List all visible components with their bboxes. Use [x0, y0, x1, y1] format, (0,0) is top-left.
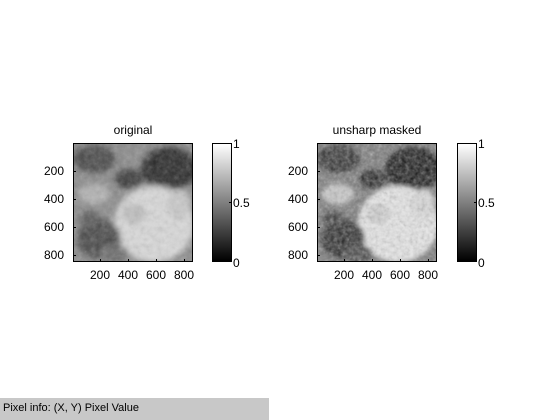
- left-y-tick-label: 400: [44, 192, 65, 206]
- left-x-tick: [128, 259, 129, 262]
- right-x-tick-label: 800: [418, 268, 439, 282]
- left-x-tick: [100, 259, 101, 262]
- left-y-tick: [73, 171, 76, 172]
- right-x-tick-label: 600: [390, 268, 411, 282]
- pixel-info-text: Pixel info: (X, Y) Pixel Value: [3, 402, 139, 414]
- right-x-tick: [372, 259, 373, 262]
- right-x-tick-label: 400: [362, 268, 383, 282]
- left-x-tick: [156, 259, 157, 262]
- left-x-tick-label: 800: [174, 268, 195, 282]
- right-y-tick: [317, 255, 320, 256]
- right-colorbar-tick-label: 0.5: [478, 196, 495, 210]
- left-colorbar-tick-label: 1: [233, 137, 240, 151]
- right-y-tick: [317, 199, 320, 200]
- original-moon-image: [74, 144, 192, 261]
- left-y-tick: [73, 199, 76, 200]
- left-colorbar-tick: [229, 202, 232, 203]
- right-colorbar-tick-label: 1: [478, 137, 485, 151]
- right-y-tick-label: 200: [288, 164, 309, 178]
- right-y-tick: [317, 227, 320, 228]
- right-y-tick-label: 800: [288, 248, 309, 262]
- right-x-tick: [428, 259, 429, 262]
- left-x-tick-label: 200: [90, 268, 111, 282]
- left-y-tick-label: 800: [44, 248, 65, 262]
- original-image[interactable]: [73, 143, 193, 262]
- left-y-tick: [73, 255, 76, 256]
- right-colorbar-tick: [474, 202, 477, 203]
- left-x-tick-label: 600: [146, 268, 167, 282]
- right-panel-title: unsharp masked: [332, 123, 422, 137]
- left-panel-title: original: [113, 123, 153, 137]
- left-x-tick: [184, 259, 185, 262]
- left-y-tick-label: 600: [44, 220, 65, 234]
- pixel-info-status-bar: Pixel info: (X, Y) Pixel Value: [0, 398, 269, 420]
- right-x-tick: [400, 259, 401, 262]
- right-x-tick: [344, 259, 345, 262]
- right-colorbar-tick-label: 0: [478, 256, 485, 270]
- left-colorbar-tick-label: 0: [233, 256, 240, 270]
- left-y-tick-label: 200: [44, 164, 65, 178]
- unsharp-masked-moon-image: [318, 144, 436, 261]
- right-y-tick: [317, 171, 320, 172]
- right-y-tick-label: 600: [288, 220, 309, 234]
- left-colorbar-tick-label: 0.5: [233, 196, 250, 210]
- left-x-tick-label: 400: [118, 268, 139, 282]
- right-x-tick-label: 200: [334, 268, 355, 282]
- unsharp-masked-image[interactable]: [317, 143, 437, 262]
- left-y-tick: [73, 227, 76, 228]
- right-y-tick-label: 400: [288, 192, 309, 206]
